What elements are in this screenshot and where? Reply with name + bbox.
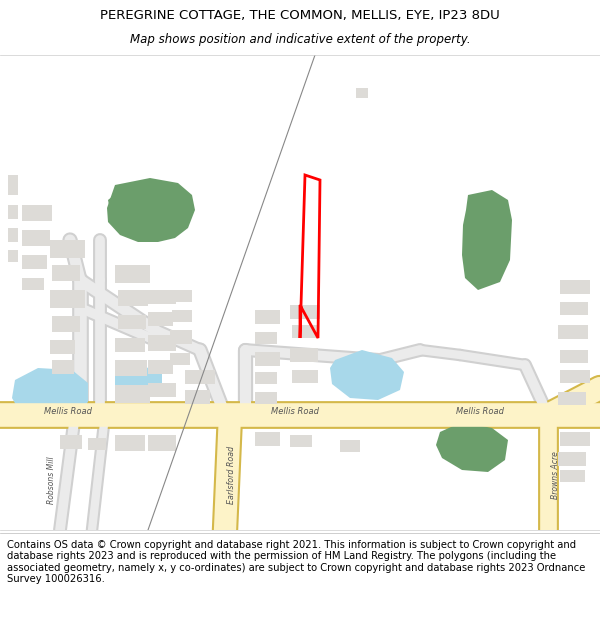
Polygon shape xyxy=(330,350,404,400)
Bar xyxy=(115,265,150,283)
Bar xyxy=(115,360,147,376)
Polygon shape xyxy=(462,190,512,290)
Bar xyxy=(255,432,280,446)
Bar xyxy=(356,88,368,98)
Bar xyxy=(292,370,318,383)
Text: Earlsford Road: Earlsford Road xyxy=(227,446,236,504)
Bar xyxy=(172,310,192,322)
Bar xyxy=(255,332,277,344)
Bar xyxy=(148,383,176,397)
Polygon shape xyxy=(12,368,88,422)
Bar xyxy=(50,340,75,354)
Text: PEREGRINE COTTAGE, THE COMMON, MELLIS, EYE, IP23 8DU: PEREGRINE COTTAGE, THE COMMON, MELLIS, E… xyxy=(100,9,500,22)
Bar xyxy=(60,435,82,449)
Polygon shape xyxy=(115,365,162,398)
Bar xyxy=(170,330,192,344)
Bar xyxy=(560,280,590,294)
Bar xyxy=(115,338,145,352)
Bar xyxy=(170,290,192,302)
Text: Robsons Mill: Robsons Mill xyxy=(47,456,56,504)
Text: Contains OS data © Crown copyright and database right 2021. This information is : Contains OS data © Crown copyright and d… xyxy=(7,539,586,584)
Text: Browns Acre: Browns Acre xyxy=(551,451,560,499)
Bar xyxy=(8,205,18,219)
Bar xyxy=(558,325,588,339)
Bar xyxy=(52,265,80,281)
Bar xyxy=(88,438,106,450)
Bar xyxy=(558,452,586,466)
Bar xyxy=(22,230,50,246)
Bar xyxy=(115,435,145,451)
Bar xyxy=(50,290,85,308)
Bar xyxy=(290,435,312,447)
Bar xyxy=(8,175,18,195)
Bar xyxy=(52,316,80,332)
Bar xyxy=(255,352,280,366)
Bar xyxy=(560,432,590,446)
Polygon shape xyxy=(107,178,195,242)
Bar xyxy=(255,392,277,404)
Text: Map shows position and indicative extent of the property.: Map shows position and indicative extent… xyxy=(130,33,470,46)
Text: Mellis Road: Mellis Road xyxy=(44,408,92,416)
Bar xyxy=(148,360,173,374)
Bar xyxy=(22,205,52,221)
Bar xyxy=(560,302,588,315)
Polygon shape xyxy=(108,192,120,210)
Bar xyxy=(50,240,85,258)
Text: Mellis Road: Mellis Road xyxy=(271,408,319,416)
Bar xyxy=(118,290,148,306)
Bar xyxy=(52,360,74,374)
Polygon shape xyxy=(436,422,508,472)
Bar xyxy=(560,350,588,363)
Bar xyxy=(290,305,320,319)
Bar xyxy=(22,278,44,290)
Bar xyxy=(170,353,190,365)
Bar xyxy=(148,312,173,326)
Bar xyxy=(148,335,176,351)
Bar xyxy=(148,290,176,304)
Bar xyxy=(255,372,277,384)
Bar xyxy=(22,255,47,269)
Bar xyxy=(292,325,318,338)
Bar xyxy=(255,310,280,324)
Bar xyxy=(560,470,585,482)
Bar xyxy=(560,370,590,383)
Bar xyxy=(8,228,18,242)
Bar xyxy=(340,440,360,452)
Bar xyxy=(185,390,210,404)
Bar xyxy=(290,348,318,362)
Text: Mellis Road: Mellis Road xyxy=(456,408,504,416)
Bar xyxy=(148,435,176,451)
Bar xyxy=(8,250,18,262)
Bar xyxy=(118,315,146,329)
Bar xyxy=(558,392,586,405)
Bar xyxy=(115,385,150,403)
Bar xyxy=(185,370,215,384)
